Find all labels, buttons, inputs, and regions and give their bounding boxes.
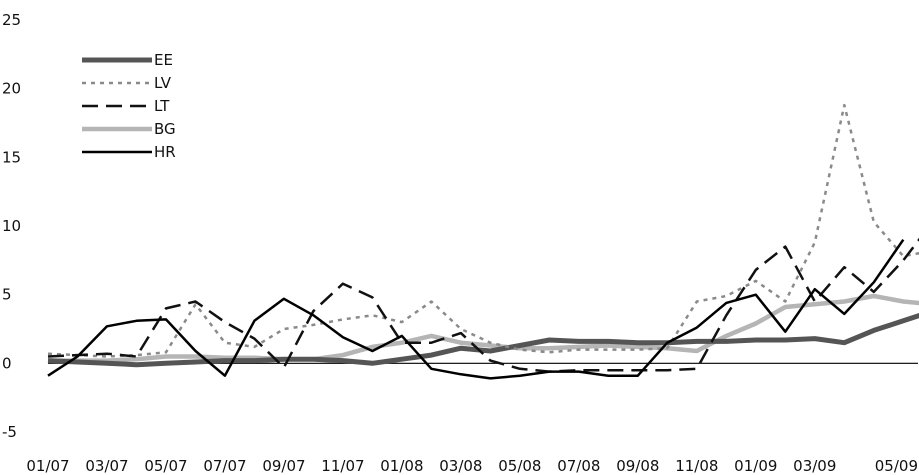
series-line-bg (48, 293, 919, 363)
x-tick-label: 05/07 (144, 457, 187, 475)
legend-label-ee: EE (154, 51, 173, 69)
x-tick-label: 09/07 (262, 457, 305, 475)
legend-label-lv: LV (154, 74, 172, 92)
series-line-hr (47, 238, 905, 380)
x-tick-label: 01/09 (734, 457, 777, 475)
series-line-ee (47, 312, 919, 368)
x-tick-label: 03/07 (85, 457, 128, 475)
x-tick-label: 03/09 (793, 457, 836, 475)
x-tick-label: 07/08 (557, 457, 600, 475)
y-tick-label: 15 (2, 148, 21, 166)
y-tick-label: -5 (2, 423, 17, 441)
y-tick-label: 20 (2, 80, 21, 98)
legend-label-hr: HR (154, 143, 176, 161)
x-tick-label: 03/08 (439, 457, 482, 475)
x-tick-label: 07/07 (203, 457, 246, 475)
legend: EE LV LT BG HR (82, 51, 176, 161)
x-tick-label: 05/08 (498, 457, 541, 475)
x-tick-label: 01/07 (26, 457, 69, 475)
x-tick-label: 11/08 (675, 457, 718, 475)
x-tick-label: 11/07 (321, 457, 364, 475)
series-line-lv (47, 103, 919, 358)
legend-label-lt: LT (154, 97, 170, 115)
x-tick-label: 01/08 (380, 457, 423, 475)
x-tick-label: 09/08 (616, 457, 659, 475)
legend-label-bg: BG (154, 120, 176, 138)
y-tick-label: 25 (2, 11, 21, 29)
x-axis-tick-labels: 01/07 03/07 05/07 07/07 09/07 11/07 01/08 03/08… (26, 457, 918, 475)
x-tick-label: 05/09 (875, 457, 918, 475)
y-tick-label: 0 (2, 354, 12, 372)
y-axis-tick-labels: -5 0 5 10 15 20 25 (2, 11, 21, 441)
series-lines (47, 103, 919, 380)
series-line-lt (47, 237, 919, 373)
y-tick-label: 5 (2, 286, 12, 304)
y-tick-label: 10 (2, 217, 21, 235)
